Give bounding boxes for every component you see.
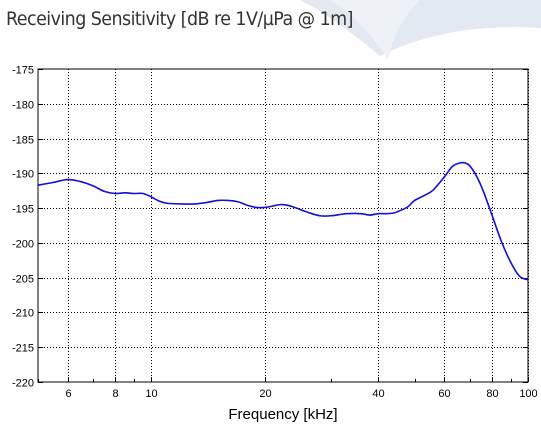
x-tick-label: 20 xyxy=(259,388,271,400)
y-tick-label: -190 xyxy=(12,169,34,181)
series xyxy=(37,161,529,281)
y-tick-label: -185 xyxy=(12,135,34,147)
series-line xyxy=(37,161,529,281)
y-tick-label: -220 xyxy=(12,378,34,390)
y-tick-label: -215 xyxy=(12,343,34,355)
y-tick-labels: -175 -180 -185 -190 -195 -200 -205 -210 -215 -220 xyxy=(12,65,34,390)
x-axis-title: Frequency [kHz] xyxy=(228,406,337,423)
plot-area-border xyxy=(37,68,529,383)
x-tick-label: 60 xyxy=(438,388,450,400)
y-tick-label: -180 xyxy=(12,100,34,112)
x-tick-label: 40 xyxy=(372,388,384,400)
y-tick-label: -175 xyxy=(12,65,34,77)
x-tick-labels: 6 8 10 20 40 60 80 100 xyxy=(65,388,537,400)
chart-title: Receiving Sensitivity [dB re 1V/µPa @ 1m… xyxy=(6,8,353,30)
x-tick-label: 10 xyxy=(145,388,157,400)
y-tick-label: -200 xyxy=(12,239,34,251)
x-tick-label: 6 xyxy=(65,388,71,400)
y-tick-label: -195 xyxy=(12,204,34,216)
y-tick-label: -210 xyxy=(12,308,34,320)
x-tick-label: 80 xyxy=(486,388,498,400)
x-tick-label: 8 xyxy=(112,388,118,400)
ticks xyxy=(38,69,529,383)
grid xyxy=(38,69,529,382)
x-tick-label: 100 xyxy=(519,388,537,400)
y-tick-label: -205 xyxy=(12,274,34,286)
